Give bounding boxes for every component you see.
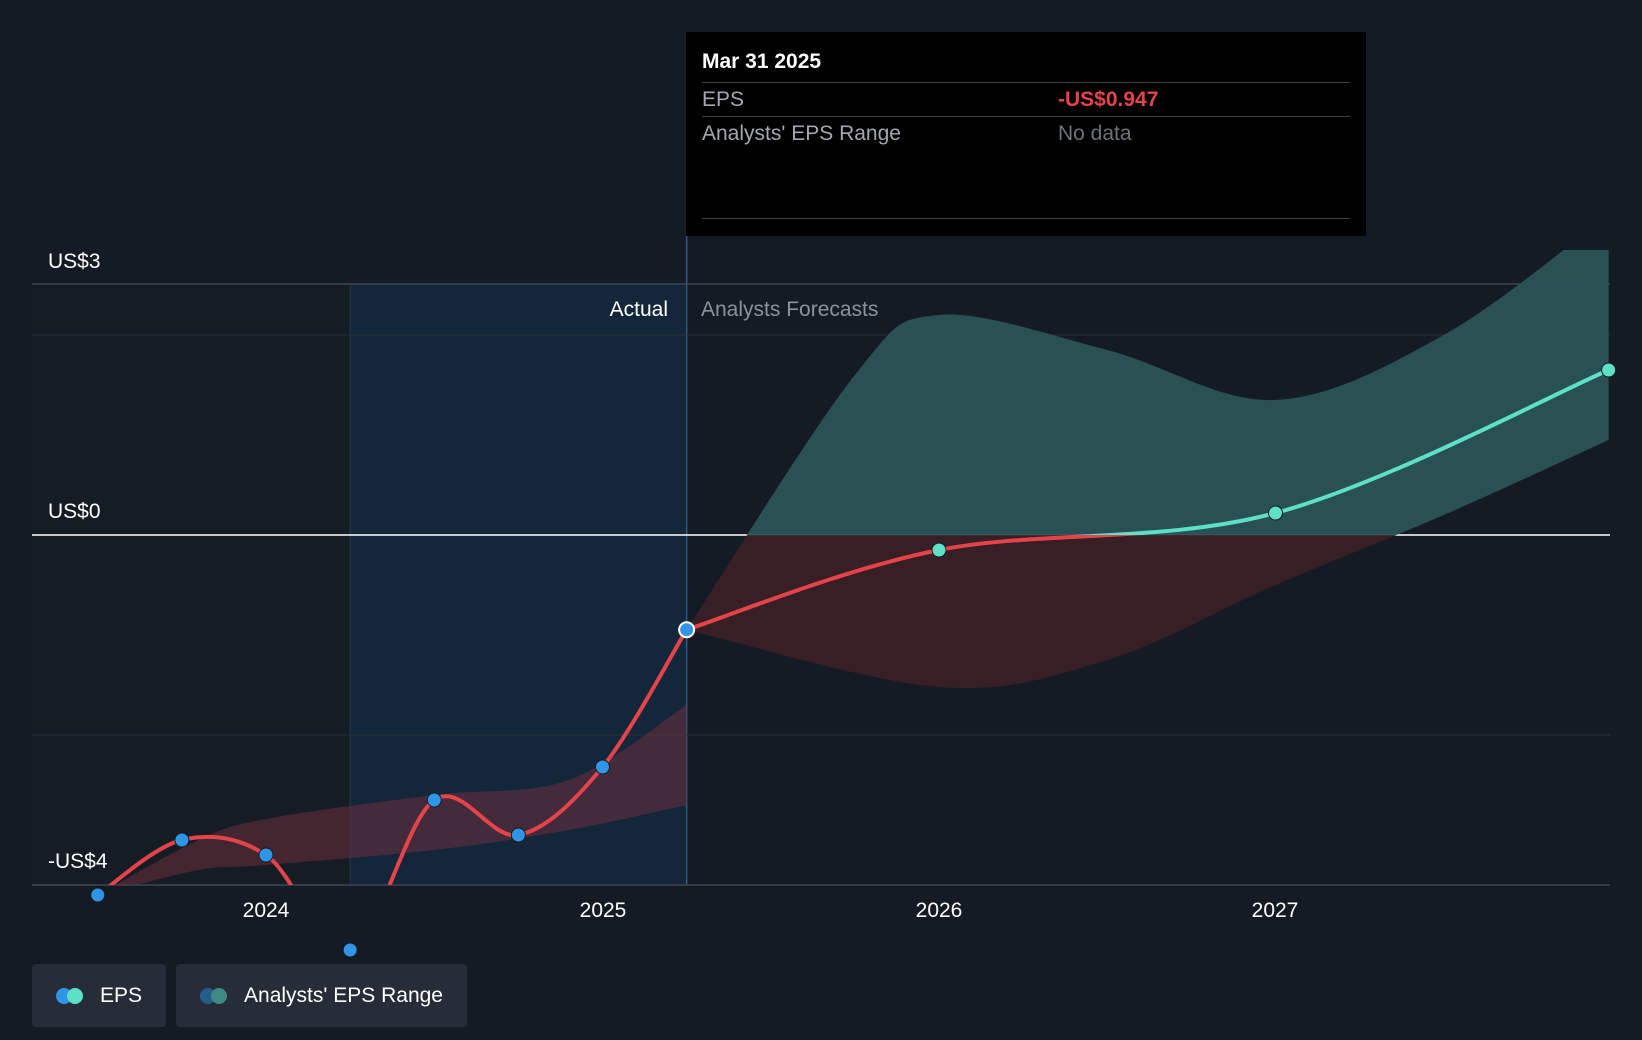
eps-actual-point-selected <box>678 621 696 639</box>
legend-item-eps[interactable]: EPS <box>32 964 167 1027</box>
legend-range-label: Analysts' EPS Range <box>244 983 443 1007</box>
eps-actual-point <box>595 759 610 775</box>
x-tick-label-2026: 2026 <box>916 899 963 922</box>
eps-legend-icon <box>56 987 86 1004</box>
eps-forecast-point <box>931 542 947 558</box>
tooltip-range-value: No data <box>1058 121 1132 145</box>
eps-actual-point <box>174 832 190 848</box>
eps-forecast-point <box>1268 505 1283 521</box>
actual-region-label: Actual <box>610 298 668 321</box>
forecast-region-label: Analysts Forecasts <box>701 298 878 321</box>
eps-actual-point <box>258 847 274 863</box>
tooltip-divider <box>702 218 1350 219</box>
x-tick-label-2027: 2027 <box>1252 899 1299 922</box>
legend-item-analyst-range[interactable]: Analysts' EPS Range <box>176 964 467 1027</box>
tooltip-eps-value: -US$0.947 <box>1058 87 1159 111</box>
y-tick-label-top: US$3 <box>48 250 101 273</box>
eps-actual-point <box>510 827 526 843</box>
analyst-range-legend-icon <box>200 987 230 1004</box>
y-tick-label-bottom: -US$4 <box>48 850 108 873</box>
analyst-range-positive-area <box>747 250 1609 535</box>
pre-actual-region <box>32 284 351 885</box>
eps-forecast-point <box>1601 362 1617 378</box>
tooltip-eps-row: EPS -US$0.947 <box>702 83 1350 117</box>
range-legend-dot-2 <box>211 987 228 1004</box>
eps-legend-dot-2 <box>67 987 83 1004</box>
eps-actual-point <box>90 887 106 903</box>
tooltip-range-label: Analysts' EPS Range <box>702 121 901 145</box>
eps-actual-point <box>342 942 358 958</box>
tooltip-eps-label: EPS <box>702 87 745 111</box>
y-tick-label-zero: US$0 <box>48 500 101 523</box>
eps-forecast-line-negative <box>686 535 1143 632</box>
historical-eps-band <box>115 705 687 885</box>
eps-tooltip: Mar 31 2025 EPS -US$0.947 Analysts' EPS … <box>686 32 1366 236</box>
chart-legend: EPS Analysts' EPS Range <box>32 964 467 1027</box>
legend-eps-label: EPS <box>100 983 143 1007</box>
tooltip-date: Mar 31 2025 <box>702 32 1350 83</box>
eps-forecast-line-positive <box>1071 368 1610 535</box>
tooltip-range-row: Analysts' EPS Range No data <box>702 117 1350 150</box>
x-tick-label-2025: 2025 <box>580 899 627 922</box>
x-tick-label-2024: 2024 <box>243 899 290 922</box>
analyst-range-negative-area <box>686 535 1397 688</box>
eps-actual-point <box>426 792 442 808</box>
